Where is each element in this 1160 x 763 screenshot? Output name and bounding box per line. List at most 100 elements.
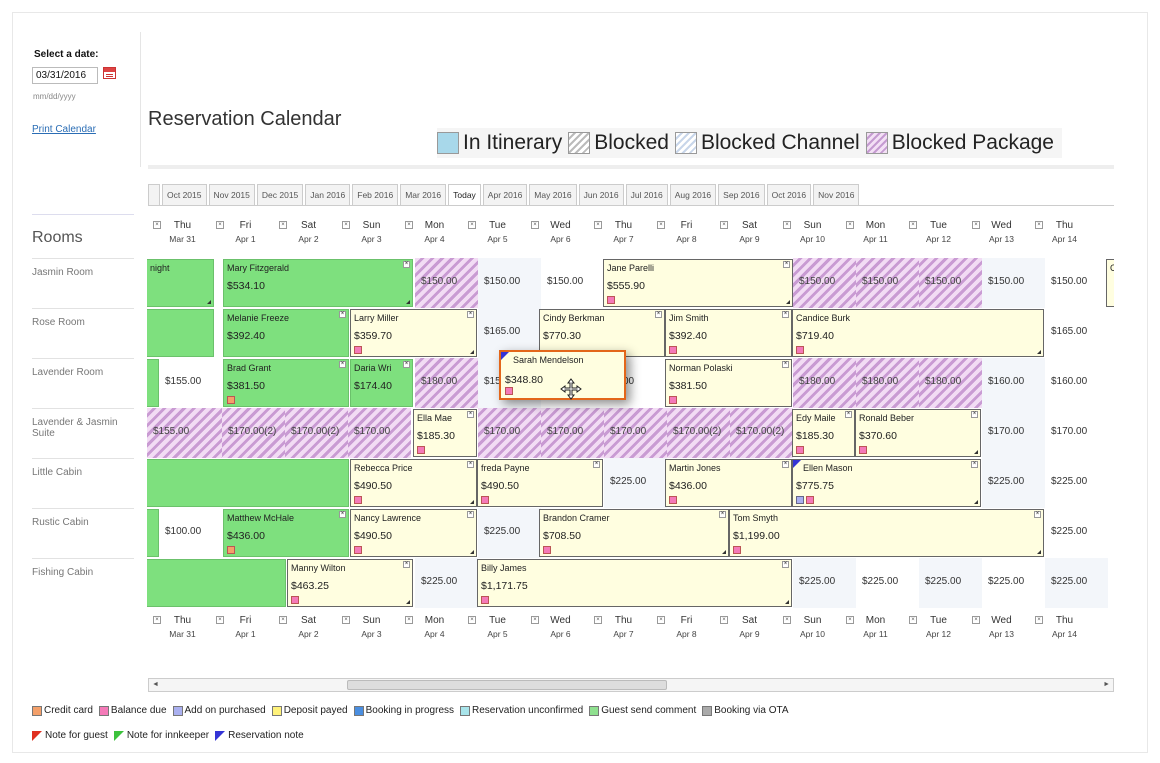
tab-month[interactable]: Nov 2015 (208, 184, 255, 205)
close-icon[interactable]: × (783, 221, 791, 229)
resize-handle[interactable] (785, 600, 789, 604)
booking-block[interactable]: Edy Maile $185.30 × (792, 409, 855, 457)
available-cell[interactable]: $225.00 (1045, 508, 1108, 558)
available-cell[interactable]: $170.00 (1045, 408, 1108, 458)
available-cell[interactable]: $150.00 (541, 258, 604, 308)
available-cell[interactable]: $100.00 (159, 508, 222, 558)
blocked-cell[interactable]: $170.00(2) (222, 408, 285, 458)
available-cell[interactable]: $225.00 (793, 558, 856, 608)
booking-block[interactable]: Billy James $1,171.75 × (477, 559, 792, 607)
close-icon[interactable]: × (846, 616, 854, 624)
close-icon[interactable]: × (657, 616, 665, 624)
close-icon[interactable]: × (339, 511, 346, 518)
calendar-icon[interactable] (103, 67, 116, 79)
close-icon[interactable]: × (971, 461, 978, 468)
tab-month[interactable]: Mar 2016 (400, 184, 447, 205)
close-icon[interactable]: × (153, 221, 161, 229)
close-icon[interactable]: × (467, 411, 474, 418)
tab-month[interactable]: Jan 2016 (305, 184, 351, 205)
close-icon[interactable]: × (467, 311, 474, 318)
room-label[interactable]: Rose Room (32, 308, 134, 358)
close-icon[interactable]: × (216, 616, 224, 624)
resize-handle[interactable] (406, 300, 410, 304)
close-icon[interactable]: × (655, 311, 662, 318)
available-cell[interactable]: $225.00 (919, 558, 982, 608)
resize-handle[interactable] (470, 500, 474, 504)
close-icon[interactable]: × (279, 616, 287, 624)
tab-month[interactable]: Nov 2016 (813, 184, 860, 205)
blocked-cell[interactable]: $180.00 (793, 358, 856, 408)
blocked-cell[interactable]: $170.00 (348, 408, 411, 458)
resize-handle[interactable] (207, 300, 211, 304)
resize-handle[interactable] (470, 350, 474, 354)
close-icon[interactable]: × (339, 361, 346, 368)
booking-block[interactable]: Brandon Cramer $708.50 × (539, 509, 729, 557)
close-icon[interactable]: × (971, 411, 978, 418)
booking-block[interactable]: Larry Miller $359.70 × (350, 309, 477, 357)
booking-block[interactable]: Tom Smyth $1,199.00 × (729, 509, 1044, 557)
available-cell[interactable]: $160.00 (982, 358, 1045, 408)
room-label[interactable]: Lavender Room (32, 358, 134, 408)
tab-month[interactable]: Jun 2016 (578, 184, 624, 205)
scroll-thumb[interactable] (347, 680, 667, 690)
resize-handle[interactable] (974, 500, 978, 504)
booking-block[interactable]: Norman Polaski $381.50 × (665, 359, 792, 407)
blocked-cell[interactable]: $170.00 (604, 408, 667, 458)
booking-block[interactable]: Jane Parelli $555.90 × (603, 259, 793, 307)
close-icon[interactable]: × (531, 616, 539, 624)
scroll-left-icon[interactable]: ◄ (152, 681, 159, 688)
close-icon[interactable]: × (782, 311, 789, 318)
booking-block[interactable] (147, 309, 214, 357)
close-icon[interactable]: × (405, 616, 413, 624)
booking-block[interactable]: Melanie Freeze $392.40 × (223, 309, 349, 357)
close-icon[interactable]: × (339, 311, 346, 318)
tab-month[interactable]: Sep 2016 (718, 184, 765, 205)
available-cell[interactable]: $165.00 (1045, 308, 1108, 358)
close-icon[interactable]: × (909, 616, 917, 624)
room-label[interactable]: Little Cabin (32, 458, 134, 508)
available-cell[interactable]: $225.00 (478, 508, 541, 558)
booking-block[interactable]: Ella Mae $185.30 × (413, 409, 477, 457)
blocked-cell[interactable]: $170.00 (478, 408, 541, 458)
close-icon[interactable]: × (403, 261, 410, 268)
room-label[interactable]: Fishing Cabin (32, 558, 134, 608)
available-cell[interactable]: $225.00 (1045, 458, 1108, 508)
close-icon[interactable]: × (783, 616, 791, 624)
booking-block[interactable]: Candice Burk $719.40 (792, 309, 1044, 357)
blocked-cell[interactable]: $180.00 (856, 358, 919, 408)
close-icon[interactable]: × (467, 461, 474, 468)
blocked-cell[interactable]: $150.00 (793, 258, 856, 308)
close-icon[interactable]: × (594, 616, 602, 624)
tab-month[interactable]: Dec 2015 (256, 184, 304, 205)
booking-block[interactable]: Nancy Lawrence $490.50 × (350, 509, 477, 557)
resize-handle[interactable] (1037, 550, 1041, 554)
available-cell[interactable]: $150.00 (1045, 258, 1108, 308)
scroll-right-icon[interactable]: ► (1103, 681, 1110, 688)
tab-month[interactable]: Apr 2016 (482, 184, 528, 205)
close-icon[interactable]: × (1035, 221, 1043, 229)
close-icon[interactable]: × (720, 616, 728, 624)
blocked-cell[interactable]: $180.00 (415, 358, 478, 408)
booking-block[interactable]: Ronald Beber $370.60 × (855, 409, 981, 457)
tab-month[interactable]: Aug 2016 (669, 184, 717, 205)
tab-month[interactable]: Jul 2016 (625, 184, 668, 205)
available-cell[interactable]: $225.00 (856, 558, 919, 608)
tab-prev[interactable] (148, 184, 160, 205)
resize-handle[interactable] (722, 550, 726, 554)
available-cell[interactable]: $155.00 (159, 358, 222, 408)
blocked-cell[interactable]: $170.00(2) (730, 408, 793, 458)
close-icon[interactable]: × (531, 221, 539, 229)
booking-block[interactable]: Rebecca Price $490.50 × (350, 459, 477, 507)
close-icon[interactable]: × (153, 616, 161, 624)
booking-block[interactable]: Ellen Mason $775.75 × (792, 459, 981, 507)
date-input[interactable] (32, 67, 98, 84)
close-icon[interactable]: × (782, 561, 789, 568)
close-icon[interactable]: × (405, 221, 413, 229)
available-cell[interactable]: $225.00 (1045, 558, 1108, 608)
blocked-cell[interactable]: $170.00 (541, 408, 604, 458)
close-icon[interactable]: × (342, 616, 350, 624)
dragged-booking[interactable]: Sarah Mendelson $348.80 (499, 350, 626, 400)
close-icon[interactable]: × (403, 561, 410, 568)
tab-month[interactable]: Oct 2016 (766, 184, 812, 205)
booking-block[interactable]: Jim Smith $392.40 × (665, 309, 792, 357)
